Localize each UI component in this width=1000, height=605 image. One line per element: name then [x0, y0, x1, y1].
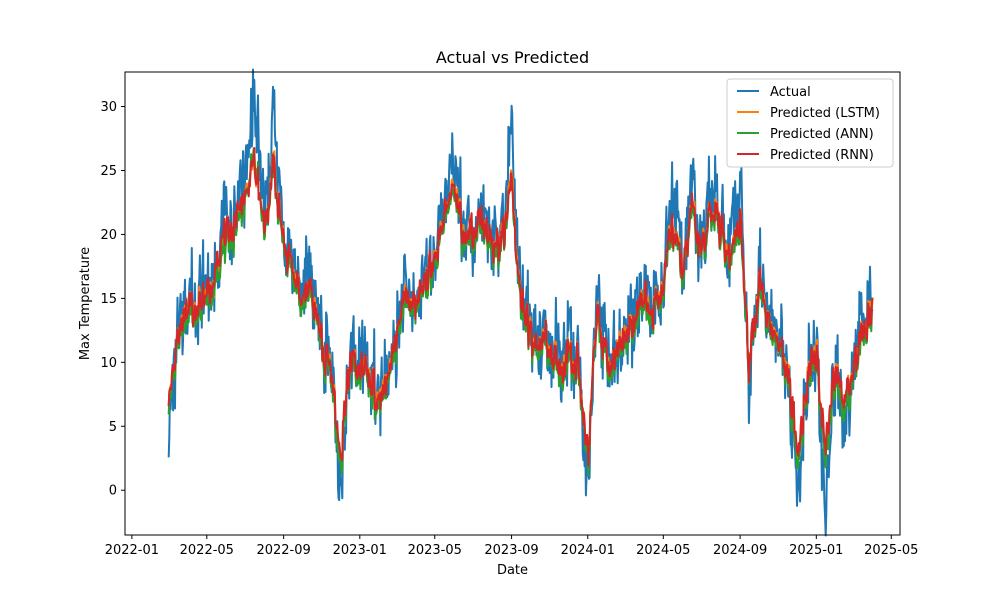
x-tick-label: 2023-01	[333, 543, 387, 558]
x-axis: 2022-01 2022-05 2022-09 2023-01 2023-05 2023-…	[105, 535, 918, 558]
y-axis: 0 5 10 15 20 25 30	[100, 100, 125, 499]
legend-label-ann: Predicted (ANN)	[770, 127, 874, 142]
y-axis-title: Max Temperature	[78, 247, 93, 360]
y-tick-label: 20	[100, 228, 117, 243]
y-tick-label: 0	[109, 484, 117, 499]
y-tick-label: 30	[100, 100, 117, 115]
x-tick-label: 2024-09	[713, 543, 767, 558]
plot-frame	[124, 71, 901, 536]
legend-label-rnn: Predicted (RNN)	[770, 148, 874, 163]
x-tick-label: 2024-01	[561, 543, 615, 558]
x-tick-label: 2025-01	[789, 543, 843, 558]
x-tick-label: 2023-09	[484, 543, 538, 558]
y-tick-label: 25	[100, 164, 117, 179]
x-tick-label: 2022-05	[180, 543, 234, 558]
x-tick-label: 2025-05	[864, 543, 918, 558]
x-tick-label: 2022-01	[105, 543, 159, 558]
legend-box	[726, 78, 894, 168]
y-tick-label: 15	[100, 292, 117, 307]
x-tick-label: 2024-05	[636, 543, 690, 558]
y-tick-label: 10	[100, 356, 117, 371]
legend-label-lstm: Predicted (LSTM)	[770, 106, 880, 121]
chart-title: Actual vs Predicted	[436, 48, 589, 67]
series-layer	[167, 68, 874, 537]
y-tick-label: 5	[109, 420, 117, 435]
x-tick-label: 2022-09	[256, 543, 310, 558]
x-tick-label: 2023-05	[408, 543, 462, 558]
x-axis-title: Date	[497, 563, 528, 578]
legend: Actual Predicted (LSTM) Predicted (ANN) …	[726, 78, 894, 168]
legend-label-actual: Actual	[770, 85, 811, 100]
series-line-rnn	[167, 146, 874, 467]
